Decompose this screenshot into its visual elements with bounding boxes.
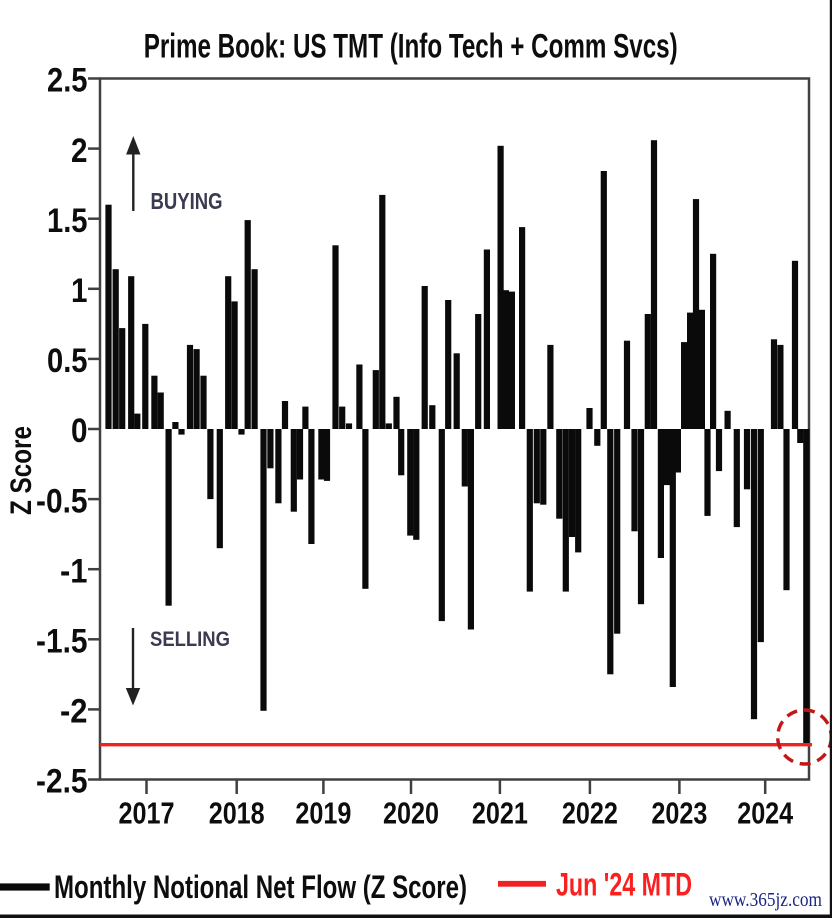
svg-text:0.5: 0.5 xyxy=(47,342,88,380)
svg-text:2020: 2020 xyxy=(383,796,439,831)
svg-text:0: 0 xyxy=(71,412,88,450)
svg-text:1: 1 xyxy=(71,272,88,310)
svg-text:-0.5: -0.5 xyxy=(36,482,88,520)
svg-text:2017: 2017 xyxy=(119,796,175,831)
svg-text:-1.5: -1.5 xyxy=(36,623,88,661)
svg-text:1.5: 1.5 xyxy=(47,202,88,240)
svg-text:-2.5: -2.5 xyxy=(36,763,88,801)
svg-text:2023: 2023 xyxy=(651,796,707,831)
svg-text:BUYING: BUYING xyxy=(151,188,223,214)
svg-text:2022: 2022 xyxy=(562,796,618,831)
svg-text:SELLING: SELLING xyxy=(150,627,230,651)
svg-text:2021: 2021 xyxy=(472,796,528,831)
svg-text:2.5: 2.5 xyxy=(47,62,88,100)
svg-text:-2: -2 xyxy=(60,693,88,731)
svg-text:2: 2 xyxy=(71,132,88,170)
svg-text:Z Score: Z Score xyxy=(5,426,38,515)
svg-text:www.365jz.com: www.365jz.com xyxy=(709,890,822,911)
svg-text:2018: 2018 xyxy=(209,796,265,831)
svg-text:Prime Book: US TMT (Info Tech: Prime Book: US TMT (Info Tech + Comm Svc… xyxy=(144,28,678,66)
svg-text:2019: 2019 xyxy=(295,796,351,831)
svg-text:2024: 2024 xyxy=(737,796,794,831)
svg-text:Monthly Notional Net Flow (Z S: Monthly Notional Net Flow (Z Score) xyxy=(54,869,467,905)
svg-text:Jun '24 MTD: Jun '24 MTD xyxy=(556,866,692,902)
svg-text:-1: -1 xyxy=(60,552,88,590)
